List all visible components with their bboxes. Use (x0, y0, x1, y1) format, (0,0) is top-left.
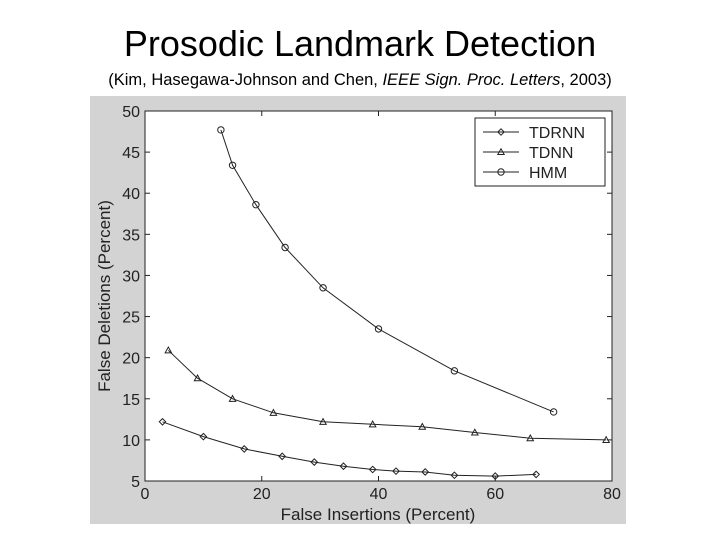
data-point-hmm (549, 408, 558, 416)
chart-figure: 5 10 15 20 25 30 35 40 45 50 0 20 40 60 80 TDRNN TDNN H… (90, 96, 626, 524)
data-point-tdnn (418, 422, 427, 430)
y-tick-label: 30 (122, 268, 140, 285)
data-point-tdnn (470, 428, 479, 436)
data-point-tdrnn (392, 467, 400, 476)
data-point-tdrnn (158, 417, 167, 426)
legend-marker (496, 147, 506, 156)
legend-label: TDRNN (529, 125, 585, 142)
y-axis-label: False Deletions (Percent) (95, 200, 114, 392)
y-tick-label: 25 (122, 310, 140, 327)
data-point-tdnn (269, 408, 278, 416)
data-point-hmm (281, 243, 289, 252)
y-tick-label: 45 (122, 145, 140, 162)
citation-year: , 2003) (560, 71, 612, 89)
data-point-hmm (450, 367, 459, 375)
citation-journal: IEEE Sign. Proc. Letters (382, 71, 561, 89)
legend-marker (497, 128, 505, 136)
data-point-tdnn (228, 394, 237, 402)
y-tick-label: 20 (122, 351, 140, 368)
y-tick-label: 50 (122, 104, 140, 121)
data-point-hmm (319, 284, 327, 292)
legend-label: HMM (529, 165, 567, 182)
data-point-tdrnn (532, 470, 541, 479)
data-point-tdrnn (278, 452, 287, 461)
legend-label: TDNN (529, 145, 573, 162)
data-point-tdrnn (421, 468, 430, 476)
data-point-tdrnn (199, 432, 208, 441)
citation: (Kim, Hasegawa-Johnson and Chen, IEEE Si… (0, 70, 720, 90)
data-point-hmm (217, 126, 225, 134)
data-point-tdnn (526, 434, 535, 442)
data-point-hmm (252, 201, 260, 209)
y-tick-label: 10 (122, 433, 140, 450)
series-line-tdrnn (162, 421, 537, 477)
x-axis-label: False Insertions (Percent) (281, 505, 476, 524)
series-line-hmm (220, 129, 554, 413)
data-point-tdrnn (368, 465, 377, 474)
data-point-tdnn (602, 435, 611, 443)
data-point-tdnn (193, 373, 202, 382)
x-tick-label: 40 (370, 486, 388, 503)
data-point-tdrnn (310, 458, 319, 466)
x-tick-label: 80 (603, 486, 621, 503)
citation-authors: (Kim, Hasegawa-Johnson and Chen, (108, 71, 383, 89)
data-point-hmm (374, 325, 383, 333)
y-tick-label: 15 (122, 392, 140, 409)
series-layer (158, 126, 611, 480)
legend: TDRNN TDNN HMM (474, 117, 606, 187)
data-point-tdnn (164, 346, 173, 354)
y-tick-label: 5 (131, 474, 140, 491)
data-point-hmm (228, 161, 237, 169)
data-point-tdrnn (339, 462, 348, 471)
data-point-tdrnn (491, 472, 500, 480)
y-axis: 5 10 15 20 25 30 35 40 45 50 (122, 104, 612, 491)
x-tick-label: 20 (253, 486, 271, 503)
data-point-tdnn (318, 417, 328, 425)
slide-title: Prosodic Landmark Detection (123, 23, 597, 64)
data-point-tdrnn (450, 471, 459, 480)
x-axis: 0 20 40 60 80 (141, 111, 621, 503)
data-point-tdrnn (240, 445, 249, 453)
series-line-tdnn (167, 349, 607, 441)
chart: 5 10 15 20 25 30 35 40 45 50 0 20 40 60 80 TDRNN TDNN H… (95, 104, 621, 524)
x-tick-label: 0 (141, 486, 150, 503)
x-tick-label: 60 (486, 486, 504, 503)
legend-marker (497, 168, 505, 176)
y-tick-label: 35 (122, 227, 140, 244)
y-tick-label: 40 (122, 186, 140, 203)
data-point-tdnn (368, 420, 377, 428)
